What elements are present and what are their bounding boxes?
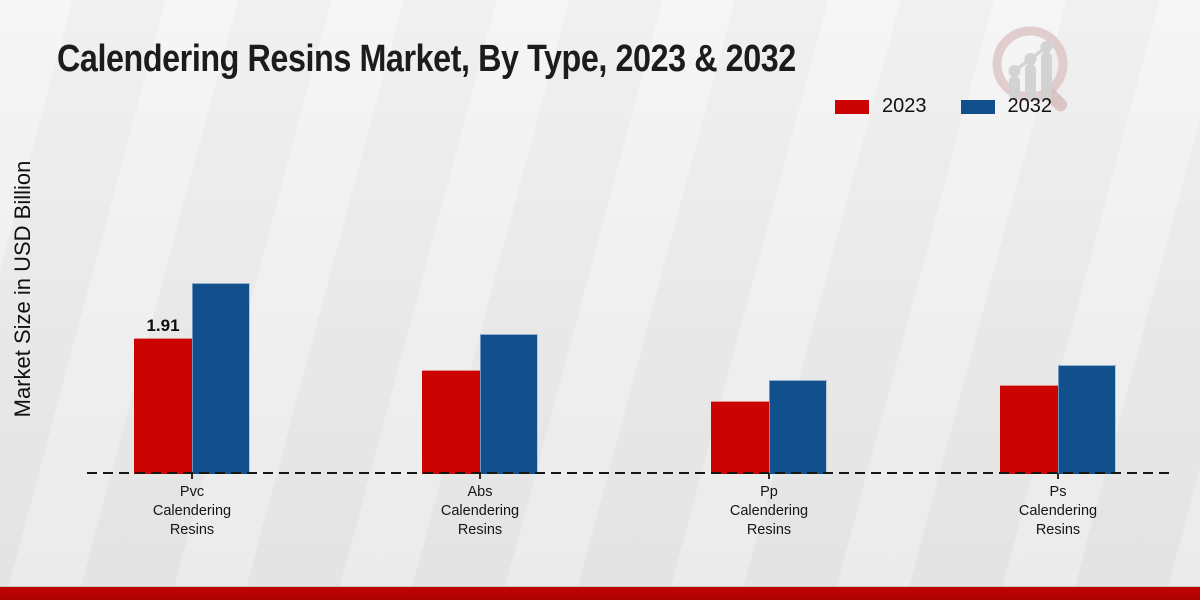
x-axis-tick-pvc-calendering-resins — [191, 473, 193, 479]
legend-label-2023: 2023 — [882, 95, 927, 117]
x-axis-label-abs-calendering-resins: Abs Calendering Resins — [440, 484, 520, 538]
legend: 2023 2032 — [815, 95, 1052, 118]
x-axis-label-pvc-calendering-resins: Pvc Calendering Resins — [152, 484, 232, 538]
bar-2023-abs-calendering-resins — [422, 370, 480, 474]
chart-title: Calendering Resins Market, By Type, 2023… — [57, 38, 796, 80]
legend-entry-2023: 2023 — [835, 95, 927, 118]
bar-2023-pvc-calendering-resins — [134, 338, 192, 474]
x-axis-label-pp-calendering-resins: Pp Calendering Resins — [729, 484, 809, 538]
footer-divider — [0, 586, 1200, 587]
legend-entry-2032: 2032 — [960, 95, 1053, 118]
x-axis-baseline — [87, 472, 1173, 474]
magnifier-bar-chart-logo-icon — [992, 26, 1068, 112]
footer-red-band — [0, 587, 1200, 600]
legend-label-2032: 2032 — [1007, 95, 1053, 117]
bar-2032-pvc-calendering-resins — [192, 283, 250, 474]
x-axis-tick-ps-calendering-resins — [1057, 473, 1059, 479]
bar-2023-pp-calendering-resins — [711, 401, 769, 474]
bar-2032-ps-calendering-resins — [1058, 365, 1116, 474]
legend-swatch-2023 — [835, 99, 869, 114]
bar-2023-ps-calendering-resins — [1000, 385, 1058, 474]
legend-swatch-2032 — [960, 99, 995, 114]
x-axis-tick-abs-calendering-resins — [479, 473, 481, 479]
bar-2032-abs-calendering-resins — [480, 334, 538, 474]
x-axis-label-ps-calendering-resins: Ps Calendering Resins — [1018, 484, 1098, 538]
value-label-2023-pvc-calendering-resins: 1.91 — [146, 316, 180, 335]
x-axis-tick-pp-calendering-resins — [768, 473, 770, 479]
bar-2032-pp-calendering-resins — [769, 380, 827, 474]
